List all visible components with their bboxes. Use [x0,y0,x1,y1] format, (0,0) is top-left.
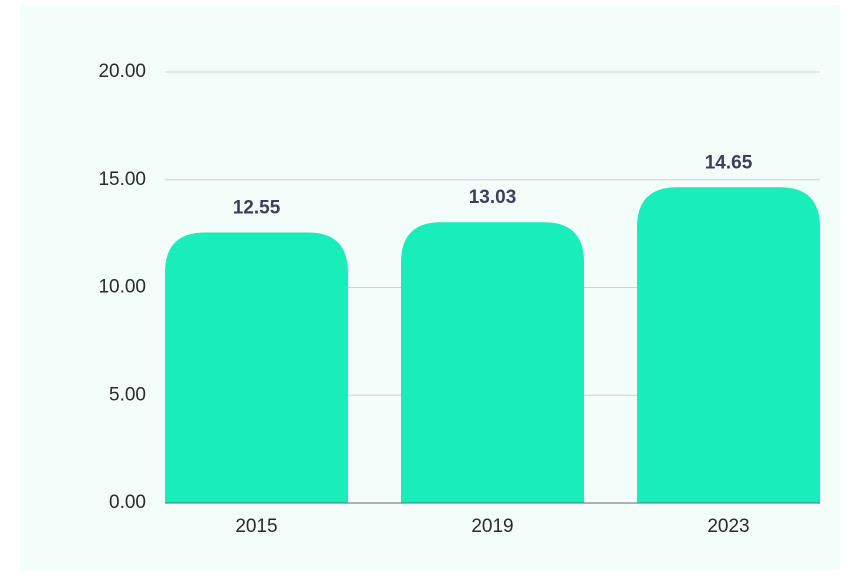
bar [637,187,820,504]
y-tick-label: 20.00 [98,61,146,82]
x-tick-label: 2023 [707,516,749,537]
y-tick-label: 5.00 [109,384,146,405]
data-label: 12.55 [233,198,281,219]
bar [401,222,584,504]
x-tick-label: 2015 [235,516,277,537]
y-tick-label: 10.00 [98,277,146,298]
data-label: 13.03 [469,187,517,208]
y-tick-label: 0.00 [109,492,146,513]
data-label: 14.65 [705,152,753,173]
x-tick-label: 2019 [471,516,513,537]
y-tick-label: 15.00 [98,169,146,190]
bar [165,232,348,504]
